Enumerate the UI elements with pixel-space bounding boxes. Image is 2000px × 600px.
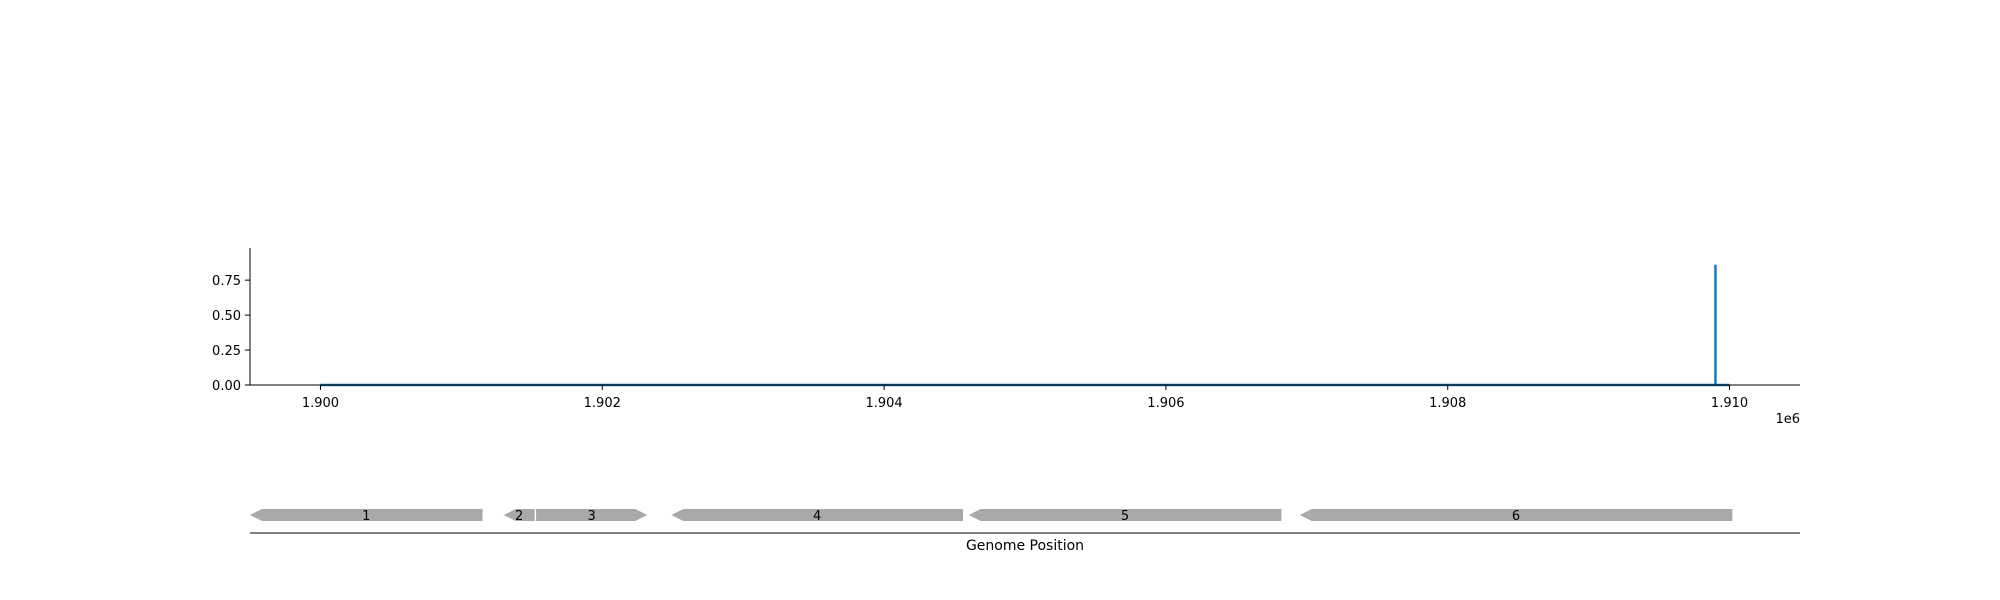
gene-feature-label: 2 xyxy=(515,509,523,524)
gene-feature-arrow xyxy=(671,509,963,521)
x-tick-label: 1.904 xyxy=(865,396,902,411)
y-tick-label: 0.75 xyxy=(212,274,241,289)
gene-feature-arrow xyxy=(1299,509,1733,521)
x-tick-label: 1.908 xyxy=(1429,396,1466,411)
x-tick-label: 1.902 xyxy=(584,396,621,411)
coverage-plot: 0.000.250.500.75 1.900 1.902 1.904 1.906 1.9… xyxy=(212,248,1800,427)
gene-feature-arrow xyxy=(536,509,648,521)
x-tick-label: 1.910 xyxy=(1711,396,1748,411)
gene-features: 1 2 3 4 5 6 xyxy=(250,509,1733,524)
gene-feature-label: 3 xyxy=(588,509,596,524)
x-ticks: 1.900 1.902 1.904 1.906 1.908 1.910 xyxy=(302,385,1748,411)
x-tick-label: 1.900 xyxy=(302,396,339,411)
gene-feature-arrow xyxy=(503,509,535,521)
gene-track: 1 2 3 4 5 6 Genome Position xyxy=(250,509,1800,554)
gene-feature-arrow xyxy=(250,509,483,521)
gene-feature-label: 5 xyxy=(1121,509,1129,524)
gene-feature-label: 4 xyxy=(813,509,821,524)
gene-feature-arrow xyxy=(968,509,1282,521)
gene-feature-label: 1 xyxy=(362,509,370,524)
y-tick-label: 0.50 xyxy=(212,309,241,324)
y-ticks: 0.00 0.25 0.50 0.75 xyxy=(212,274,250,394)
x-tick-label: 1.906 xyxy=(1147,396,1184,411)
gene-track-xlabel: Genome Position xyxy=(966,538,1084,554)
x-offset-label: 1e6 xyxy=(1775,412,1800,427)
gene-feature-label: 6 xyxy=(1512,509,1520,524)
y-tick-label: 0.00 xyxy=(212,379,241,394)
y-tick-label: 0.25 xyxy=(212,344,241,359)
